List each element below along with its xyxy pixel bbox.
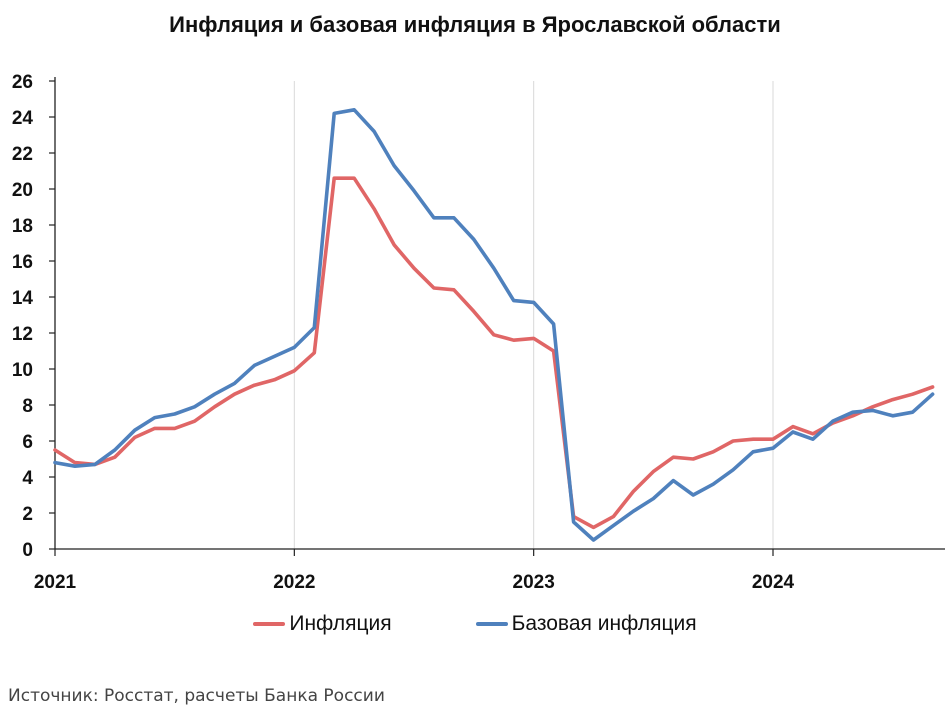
x-tick-label-2022: 2022 — [273, 572, 315, 593]
y-tick-label-4: 4 — [22, 468, 33, 489]
legend-item-inflation: Инфляция — [253, 612, 392, 636]
legend-swatch-inflation — [253, 622, 286, 626]
x-tick-labels: 2021 2022 2023 2024 — [34, 572, 795, 593]
y-tick-label-16: 16 — [12, 252, 33, 273]
x-tick-label-2021: 2021 — [34, 572, 77, 593]
y-tick-label-6: 6 — [22, 432, 33, 453]
legend: Инфляция Базовая инфляция — [0, 612, 950, 636]
y-tick-label-2: 2 — [22, 504, 33, 525]
series-line-inflation — [53, 176, 935, 530]
y-tick-label-20: 20 — [12, 180, 33, 201]
y-tick-label-12: 12 — [12, 324, 33, 345]
legend-label-core-inflation: Базовая инфляция — [511, 612, 697, 635]
y-tick-label-22: 22 — [12, 144, 33, 165]
grid-lines — [293, 81, 774, 549]
y-tick-label-10: 10 — [12, 360, 33, 381]
source-note: Источник: Росстат, расчеты Банка России — [8, 686, 385, 706]
y-tick-label-0: 0 — [22, 540, 33, 561]
y-tick-label-14: 14 — [12, 288, 34, 309]
series-line-core-inflation — [53, 108, 935, 542]
x-tick-label-2023: 2023 — [513, 572, 555, 593]
legend-label-inflation: Инфляция — [289, 612, 392, 635]
y-tick-label-8: 8 — [22, 396, 33, 417]
axes — [49, 77, 945, 556]
legend-swatch-core-inflation — [475, 622, 508, 626]
y-tick-label-24: 24 — [12, 108, 34, 129]
y-tick-label-26: 26 — [12, 72, 33, 93]
y-tick-label-18: 18 — [12, 216, 33, 237]
chart-title: Инфляция и базовая инфляция в Ярославско… — [169, 12, 781, 37]
x-tick-label-2024: 2024 — [752, 572, 795, 593]
series-lines — [53, 108, 935, 542]
legend-item-core-inflation: Базовая инфляция — [475, 612, 697, 636]
